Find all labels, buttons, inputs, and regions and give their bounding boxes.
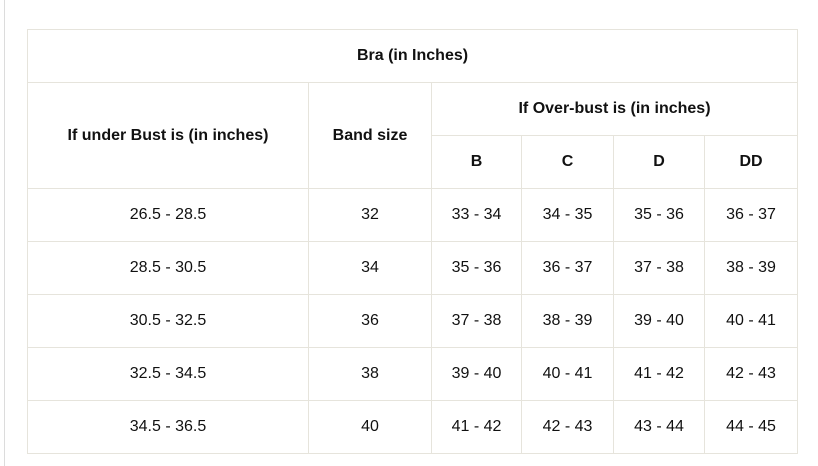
band-size-cell: 40 [308, 400, 432, 454]
band-size-cell: 38 [308, 347, 432, 401]
over-bust-cell: 33 - 34 [431, 188, 522, 242]
under-bust-cell: 34.5 - 36.5 [27, 400, 309, 454]
over-bust-cell: 41 - 42 [431, 400, 522, 454]
over-bust-cell: 42 - 43 [703, 347, 799, 401]
over-bust-cell: 38 - 39 [703, 241, 799, 295]
over-bust-cell: 39 - 40 [431, 347, 522, 401]
table-row: 32.5 - 34.5 38 39 - 40 40 - 41 41 - 42 42 - 4… [27, 347, 799, 401]
under-bust-cell: 26.5 - 28.5 [27, 188, 309, 242]
over-bust-cell: 36 - 37 [703, 188, 799, 242]
table-title: Bra (in Inches) [26, 29, 799, 83]
header-band-size: Band size [308, 82, 432, 189]
header-cup-b: B [431, 135, 522, 189]
over-bust-cell: 40 - 41 [521, 347, 614, 401]
over-bust-cell: 34 - 35 [521, 188, 614, 242]
over-bust-cell: 43 - 44 [613, 400, 705, 454]
header-over-bust: If Over-bust is (in inches) [430, 82, 799, 136]
band-size-cell: 36 [308, 294, 432, 348]
under-bust-cell: 28.5 - 30.5 [27, 241, 309, 295]
table-row: 30.5 - 32.5 36 37 - 38 38 - 39 39 - 40 40 - 4… [27, 294, 799, 348]
page-border [4, 0, 5, 466]
header-cup-dd: DD [703, 135, 799, 189]
header-under-bust: If under Bust is (in inches) [27, 82, 309, 189]
band-size-cell: 32 [308, 188, 432, 242]
table-row: 26.5 - 28.5 32 33 - 34 34 - 35 35 - 36 36 - 3… [27, 188, 799, 242]
under-bust-cell: 32.5 - 34.5 [27, 347, 309, 401]
table-row: 28.5 - 30.5 34 35 - 36 36 - 37 37 - 38 38 - 3… [27, 241, 799, 295]
over-bust-cell: 37 - 38 [431, 294, 522, 348]
over-bust-cell: 42 - 43 [521, 400, 614, 454]
over-bust-cell: 44 - 45 [703, 400, 799, 454]
over-bust-cell: 35 - 36 [613, 188, 705, 242]
band-size-cell: 34 [308, 241, 432, 295]
over-bust-cell: 41 - 42 [613, 347, 705, 401]
over-bust-cell: 38 - 39 [521, 294, 614, 348]
header-cup-d: D [613, 135, 705, 189]
over-bust-cell: 36 - 37 [521, 241, 614, 295]
bra-size-table: Bra (in Inches) If under Bust is (in inc… [26, 29, 799, 454]
over-bust-cell: 39 - 40 [613, 294, 705, 348]
table-row: 34.5 - 36.5 40 41 - 42 42 - 43 43 - 44 44 - 4… [27, 400, 799, 454]
header-cup-c: C [521, 135, 614, 189]
under-bust-cell: 30.5 - 32.5 [27, 294, 309, 348]
over-bust-cell: 35 - 36 [431, 241, 522, 295]
over-bust-cell: 37 - 38 [613, 241, 705, 295]
over-bust-cell: 40 - 41 [703, 294, 799, 348]
